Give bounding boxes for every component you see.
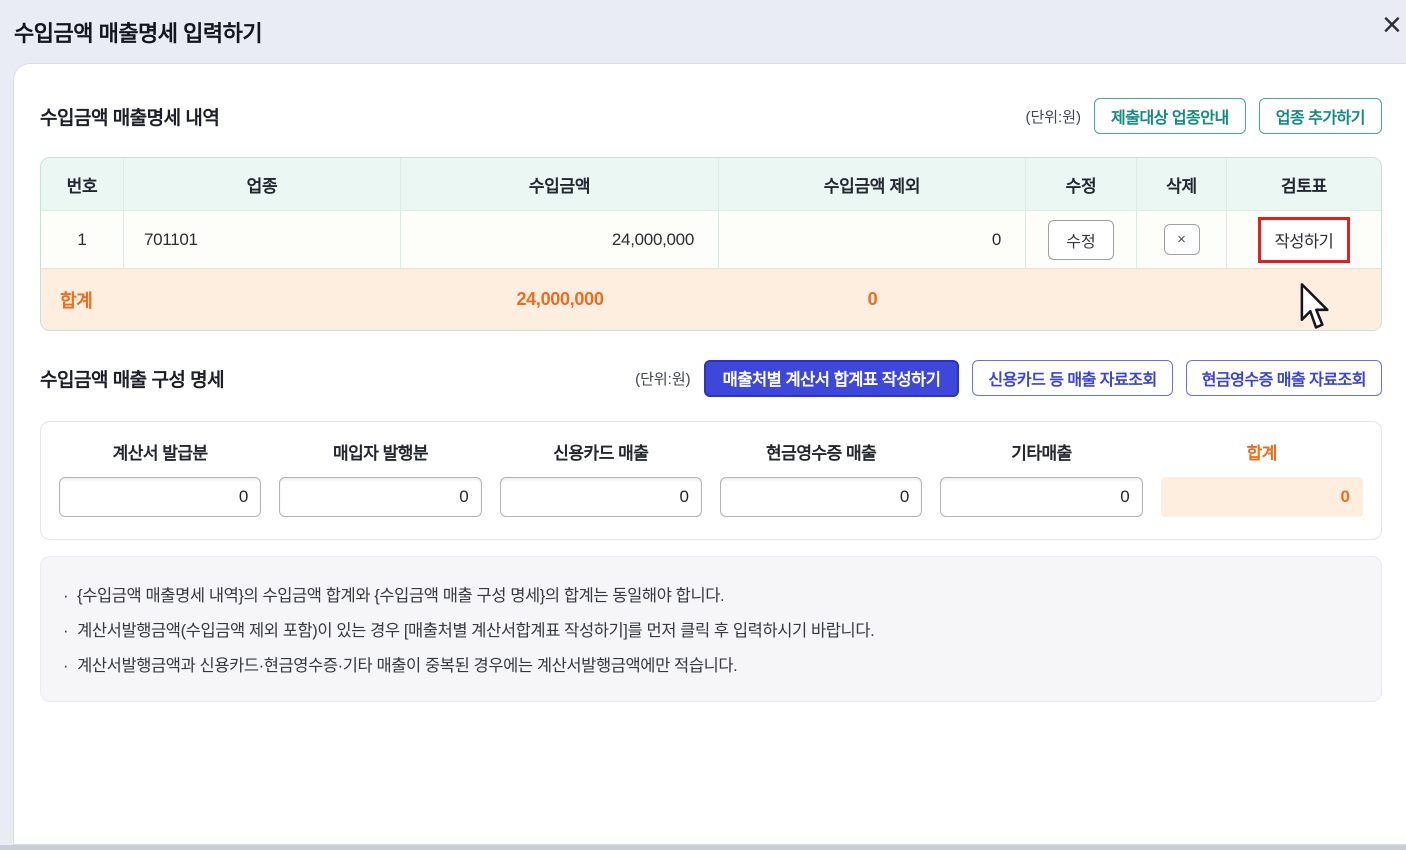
column-header-review: 검토표 <box>1280 176 1328 196</box>
section1-header: 수입금액 매출명세 내역 (단위:원) 제출대상 업종안내 업종 추가하기 <box>40 96 1382 136</box>
label-other-sales: 기타매출 <box>1011 444 1072 463</box>
table-header-row: 번호 업종 수입금액 수입금액 제외 수정 삭제 검토표 <box>41 158 1381 210</box>
total-label: 합계 <box>60 290 93 311</box>
note-line-1: · {수입금액 매출명세 내역}의 수입금액 합계와 {수입금액 매출 구성 명… <box>63 579 1359 614</box>
table-row: 1 701101 24,000,000 0 수정 × 작성하기 <box>41 210 1381 268</box>
income-amount: 24,000,000 <box>401 211 719 268</box>
unit-label-2: (단위:원) <box>635 370 691 388</box>
column-header-business: 업종 <box>124 158 401 210</box>
add-business-button[interactable]: 업종 추가하기 <box>1258 98 1382 134</box>
credit-card-sales-input[interactable] <box>499 477 702 517</box>
label-invoice-issued: 계산서 발급분 <box>112 444 209 463</box>
label-cash-receipt-sales: 현금영수증 매출 <box>766 444 877 463</box>
invoice-summary-write-button[interactable]: 매출처별 계산서 합계표 작성하기 <box>703 359 960 397</box>
window-bottom-edge <box>0 845 1406 850</box>
close-icon[interactable]: × <box>1382 6 1402 44</box>
section2-title: 수입금액 매출 구성 명세 <box>40 369 225 391</box>
cash-receipt-sales-input[interactable] <box>719 477 923 517</box>
sales-composition-table: 계산서 발급분 매입자 발행분 신용카드 매출 현금영수증 매출 기타매출 합계… <box>40 421 1382 540</box>
income-excluded-amount: 0 <box>719 211 1026 268</box>
mouse-cursor-icon <box>1300 283 1329 329</box>
content-card: 수입금액 매출명세 내역 (단위:원) 제출대상 업종안내 업종 추가하기 번호… <box>14 64 1406 844</box>
note-line-2: · 계산서발행금액(수입금액 제외 포함)이 있는 경우 [매출처별 계산서합계… <box>63 614 1359 649</box>
column-header-income-excluded: 수입금액 제외 <box>719 158 1026 210</box>
composition-labels-row: 계산서 발급분 매입자 발행분 신용카드 매출 현금영수증 매출 기타매출 합계 <box>59 439 1363 477</box>
note-text: {수입금액 매출명세 내역}의 수입금액 합계와 {수입금액 매출 구성 명세}… <box>77 587 725 605</box>
unit-label: (단위:원) <box>1025 108 1082 126</box>
income-detail-table: 번호 업종 수입금액 수입금액 제외 수정 삭제 검토표 1 701101 24… <box>40 157 1382 331</box>
bullet-icon: · <box>63 587 69 605</box>
credit-card-sales-lookup-button[interactable]: 신용카드 등 매출 자료조회 <box>972 360 1173 396</box>
bullet-icon: · <box>63 622 69 640</box>
section2-header: 수입금액 매출 구성 명세 (단위:원) 매출처별 계산서 합계표 작성하기 신… <box>40 358 1382 398</box>
invoice-issued-input[interactable] <box>59 477 262 517</box>
column-header-no: 번호 <box>41 158 124 210</box>
notes-box: · {수입금액 매출명세 내역}의 수입금액 합계와 {수입금액 매출 구성 명… <box>40 556 1382 702</box>
total-income: 24,000,000 <box>516 289 604 309</box>
target-business-guide-button[interactable]: 제출대상 업종안내 <box>1094 98 1246 134</box>
label-credit-card-sales: 신용카드 매출 <box>553 444 649 463</box>
note-line-3: · 계산서발행금액과 신용카드·현금영수증·기타 매출이 중복된 경우에는 계산… <box>63 649 1359 684</box>
bullet-icon: · <box>63 657 69 675</box>
note-text: 계산서발행금액(수입금액 제외 포함)이 있는 경우 [매출처별 계산서합계표 … <box>77 622 875 640</box>
column-header-income: 수입금액 <box>401 158 719 210</box>
column-header-delete: 삭제 <box>1137 158 1227 210</box>
edit-button[interactable]: 수정 <box>1048 219 1114 260</box>
column-header-edit: 수정 <box>1026 158 1137 210</box>
composition-total-value: 0 <box>1160 477 1363 517</box>
row-number: 1 <box>41 211 124 268</box>
highlight-box: 작성하기 <box>1257 216 1351 263</box>
business-code: 701101 <box>124 211 401 268</box>
delete-button[interactable]: × <box>1163 224 1200 255</box>
other-sales-input[interactable] <box>940 477 1143 517</box>
composition-inputs-row: 0 <box>59 477 1363 517</box>
label-composition-total: 합계 <box>1246 444 1278 463</box>
buyer-issued-input[interactable] <box>279 477 482 517</box>
total-row: 합계 24,000,000 0 <box>41 268 1381 330</box>
label-buyer-issued: 매입자 발행분 <box>332 444 429 463</box>
section1-title: 수입금액 매출명세 내역 <box>40 107 220 129</box>
total-income-excluded: 0 <box>867 289 878 309</box>
note-text: 계산서발행금액과 신용카드·현금영수증·기타 매출이 중복된 경우에는 계산서발… <box>77 657 738 675</box>
page-title: 수입금액 매출명세 입력하기 <box>14 21 263 46</box>
review-write-button[interactable]: 작성하기 <box>1261 220 1347 259</box>
cash-receipt-sales-lookup-button[interactable]: 현금영수증 매출 자료조회 <box>1185 360 1382 396</box>
